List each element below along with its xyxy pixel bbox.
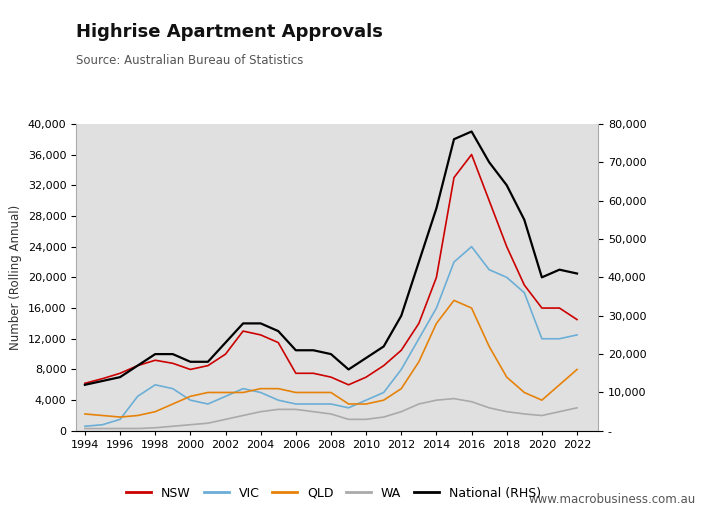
Text: Source: Australian Bureau of Statistics: Source: Australian Bureau of Statistics: [76, 54, 304, 67]
Text: Highrise Apartment Approvals: Highrise Apartment Approvals: [76, 23, 383, 41]
Y-axis label: Number (Rolling Annual): Number (Rolling Annual): [9, 205, 22, 350]
Text: BUSINESS: BUSINESS: [602, 57, 677, 70]
Text: MACRO: MACRO: [605, 24, 674, 42]
Legend: NSW, VIC, QLD, WA, National (RHS): NSW, VIC, QLD, WA, National (RHS): [121, 481, 546, 505]
Text: www.macrobusiness.com.au: www.macrobusiness.com.au: [529, 493, 696, 506]
